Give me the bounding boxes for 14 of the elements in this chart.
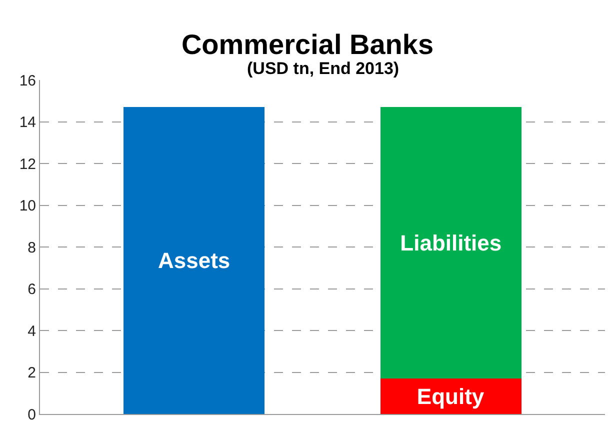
y-tick-label: 16 — [19, 72, 36, 90]
y-tick-label: 4 — [28, 322, 36, 340]
chart-title: Commercial Banks — [181, 29, 434, 60]
chart-subtitle: (USD tn, End 2013) — [247, 59, 400, 78]
y-tick-label: 0 — [28, 406, 36, 424]
series-label: Equity — [416, 384, 485, 409]
series-label: Liabilities — [400, 230, 502, 256]
series-label: Assets — [158, 248, 230, 274]
y-tick-label: 8 — [28, 239, 36, 256]
y-tick-label: 14 — [19, 114, 36, 131]
y-tick-label: 2 — [28, 364, 36, 382]
y-tick-label: 10 — [19, 198, 36, 214]
y-tick-label: 12 — [19, 156, 36, 173]
y-tick-label: 6 — [28, 281, 36, 298]
